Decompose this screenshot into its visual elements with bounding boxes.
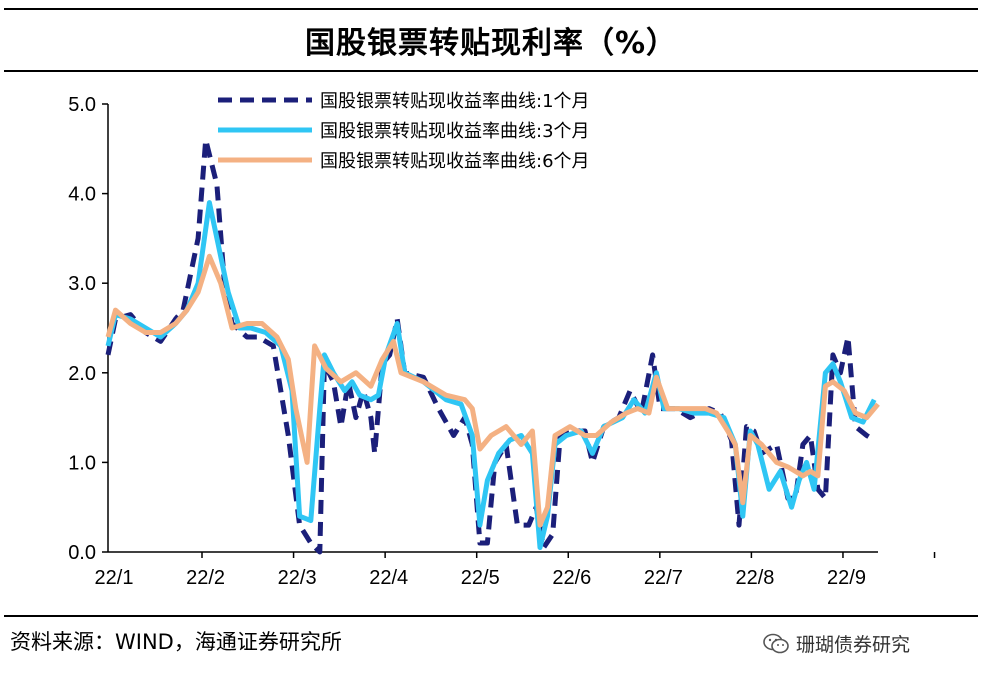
y-tick-label: 1.0 — [68, 452, 96, 474]
y-tick-label: 5.0 — [68, 94, 96, 116]
watermark: 珊瑚债券研究 — [762, 630, 910, 657]
x-tick-label: 22/1 — [95, 567, 134, 589]
top-rule — [4, 8, 978, 10]
legend-label-3: 国股银票转贴现收益率曲线:6个月 — [320, 151, 590, 172]
y-tick-label: 0.0 — [68, 542, 96, 564]
chart-legend: 国股银票转贴现收益率曲线:1个月国股银票转贴现收益率曲线:3个月国股银票转贴现收… — [218, 91, 590, 172]
source-note: 资料来源：WIND，海通证券研究所 — [10, 630, 342, 654]
chart-title: 国股银票转贴现利率（%） — [304, 26, 678, 61]
x-tick-label: 22/9 — [827, 567, 866, 589]
bottom-rule — [4, 615, 978, 617]
series-line-2 — [105, 200, 877, 550]
series-line-3 — [105, 253, 880, 528]
chart-axes: 0.0 1.0 2.0 3.0 4.0 5.0 22/1 22/2 22/3 22/4 22/5 22… — [68, 94, 936, 589]
x-tick-label: 22/8 — [735, 567, 774, 589]
x-tick-label: 22/3 — [278, 567, 317, 589]
title-rule — [4, 70, 978, 72]
y-tick-label: 2.0 — [68, 363, 96, 385]
line-chart: 0.0 1.0 2.0 3.0 4.0 5.0 22/1 22/2 22/3 22/4 22/5 22… — [68, 91, 936, 589]
watermark-text: 珊瑚债券研究 — [796, 634, 911, 656]
legend-label-2: 国股银票转贴现收益率曲线:3个月 — [320, 121, 590, 142]
wechat-icon — [763, 633, 789, 653]
x-tick-label: 22/5 — [461, 567, 500, 589]
x-tick-label: 22/7 — [644, 567, 683, 589]
x-tick-label: 22/4 — [369, 567, 408, 589]
legend-label-1: 国股银票转贴现收益率曲线:1个月 — [320, 91, 590, 112]
y-tick-label: 4.0 — [68, 184, 96, 206]
x-tick-label: 22/2 — [186, 567, 225, 589]
series-line-1 — [105, 137, 876, 555]
x-tick-label: 22/6 — [552, 567, 591, 589]
y-tick-label: 3.0 — [68, 273, 96, 295]
chart-lines — [105, 137, 880, 555]
